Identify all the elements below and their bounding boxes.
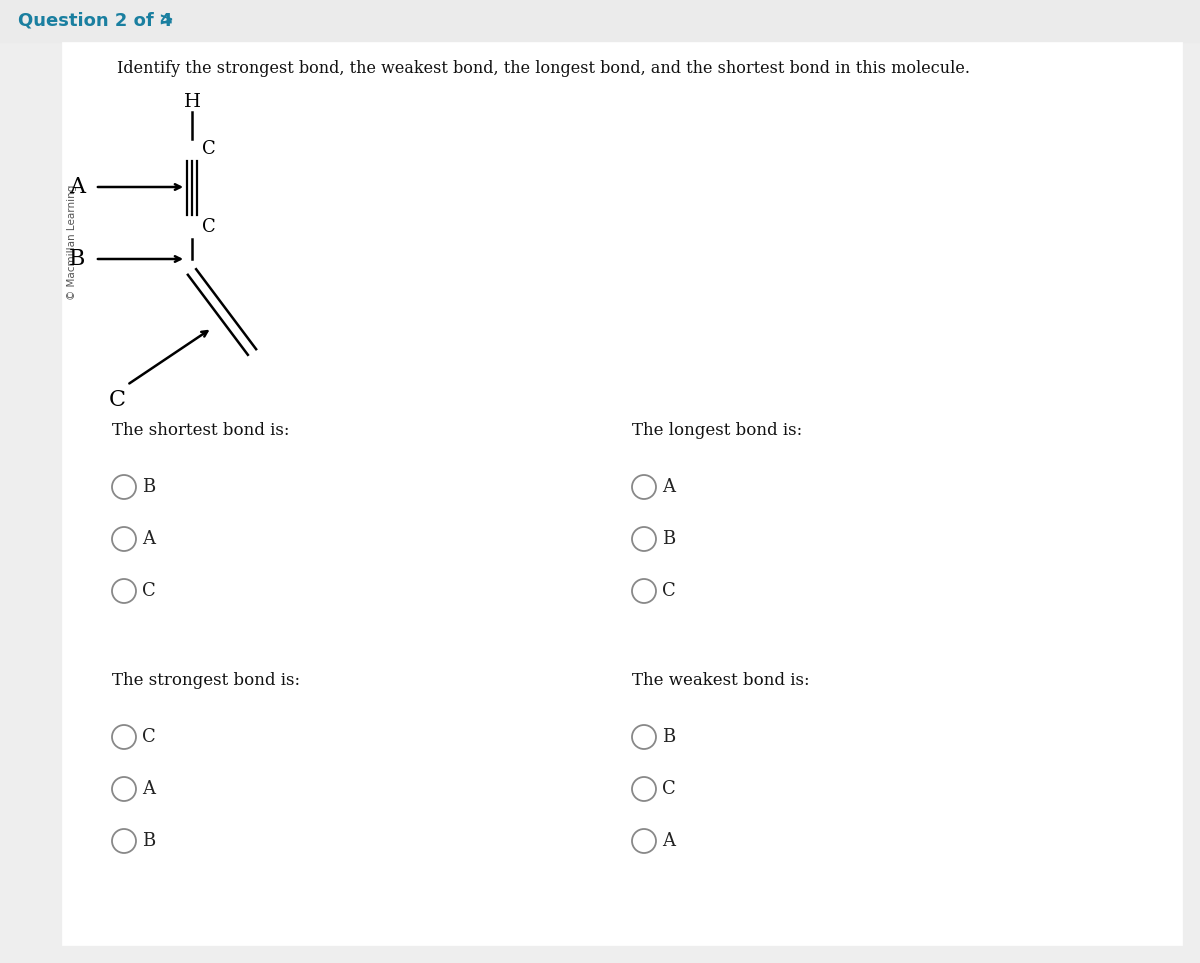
Text: A: A <box>662 832 674 850</box>
Text: The strongest bond is:: The strongest bond is: <box>112 672 300 689</box>
Text: The shortest bond is:: The shortest bond is: <box>112 422 289 439</box>
Text: C: C <box>142 728 156 746</box>
Text: C: C <box>662 780 676 798</box>
Text: A: A <box>142 530 155 548</box>
Text: B: B <box>662 530 676 548</box>
Text: B: B <box>662 728 676 746</box>
Text: C: C <box>108 389 126 411</box>
Text: B: B <box>68 248 85 270</box>
Text: A: A <box>142 780 155 798</box>
Bar <box>0 0 1200 42</box>
Text: C: C <box>202 218 216 236</box>
Text: C: C <box>142 582 156 600</box>
Text: The longest bond is:: The longest bond is: <box>632 422 803 439</box>
Text: A: A <box>70 176 85 198</box>
Text: © Macmillan Learning: © Macmillan Learning <box>67 184 77 299</box>
Text: The weakest bond is:: The weakest bond is: <box>632 672 810 689</box>
Text: >: > <box>158 12 173 30</box>
Text: A: A <box>662 478 674 496</box>
Text: B: B <box>142 478 155 496</box>
Text: C: C <box>662 582 676 600</box>
Text: H: H <box>184 93 200 111</box>
Text: B: B <box>142 832 155 850</box>
Text: Question 2 of 4: Question 2 of 4 <box>18 12 173 30</box>
Text: Identify the strongest bond, the weakest bond, the longest bond, and the shortes: Identify the strongest bond, the weakest… <box>118 60 970 77</box>
Text: C: C <box>202 140 216 158</box>
